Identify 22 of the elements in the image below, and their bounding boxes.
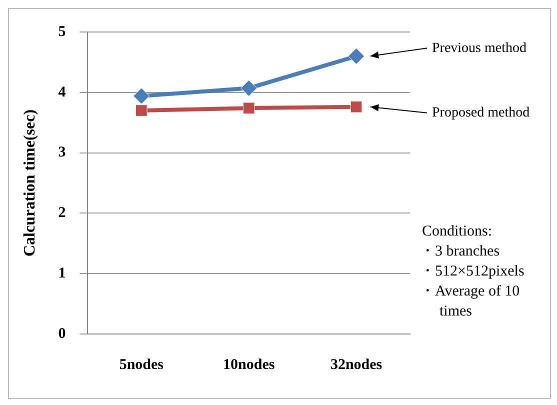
y-tick-label: 3 xyxy=(58,144,66,161)
text: ・Average of 10 times xyxy=(420,283,520,320)
text: ・512×512pixels xyxy=(420,263,524,280)
y-tick-label: 1 xyxy=(58,265,66,282)
y-axis-title: Calcuration time(sec) xyxy=(22,109,39,257)
text: Conditions: xyxy=(422,223,492,240)
point xyxy=(242,102,255,114)
point xyxy=(136,104,148,116)
y-tick-label: 5 xyxy=(58,24,66,40)
x-tick-label: 32nodes xyxy=(330,356,382,373)
y-tick-label: 4 xyxy=(58,84,66,100)
point xyxy=(350,100,362,113)
y-tick-label: 0 xyxy=(58,326,66,342)
point xyxy=(348,48,365,64)
x-tick-label: 10nodes xyxy=(223,356,275,373)
y-tick-label: 2 xyxy=(58,205,66,222)
x-tick-label: 5nodes xyxy=(119,356,164,373)
point xyxy=(240,80,258,96)
text: Previous method xyxy=(432,40,526,56)
text: ・3 branches xyxy=(420,243,500,260)
text: Proposed method xyxy=(432,106,530,121)
point xyxy=(133,88,150,104)
